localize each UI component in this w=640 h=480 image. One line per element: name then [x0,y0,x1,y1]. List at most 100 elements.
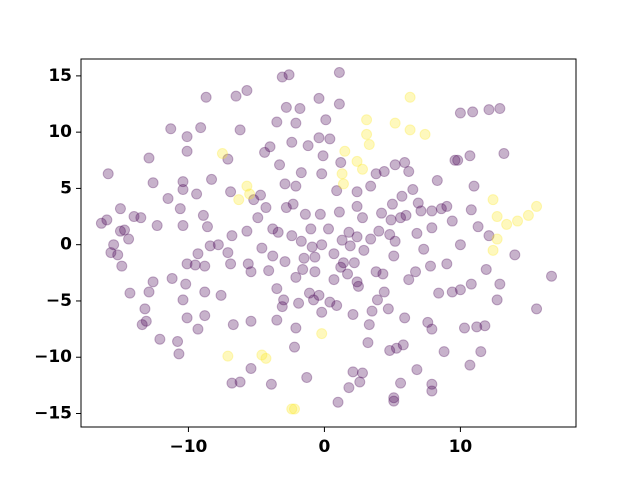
points [95,67,558,415]
point [403,166,415,178]
point [320,114,332,126]
point [140,315,152,327]
point [314,208,326,220]
point [366,305,378,317]
point [475,346,487,358]
point [274,159,286,171]
point [397,339,409,351]
point [289,341,301,353]
point [389,159,401,171]
point [351,155,363,167]
point [286,403,298,415]
point [431,175,443,187]
point [464,150,476,162]
point [388,250,400,262]
point [305,223,317,235]
point [234,124,246,136]
point [135,212,147,224]
point [373,225,385,237]
point [279,256,291,268]
point [410,266,422,278]
point [290,117,302,129]
point [267,223,279,235]
point [308,294,320,306]
point [216,148,228,160]
point [192,248,204,260]
point [388,395,400,407]
point [344,240,356,252]
point [189,259,201,271]
point [256,349,268,361]
point [418,243,430,255]
point [365,180,377,192]
point [356,212,368,224]
point [260,202,272,214]
point [491,211,503,223]
point [302,140,314,152]
point [356,163,368,175]
point [181,145,193,157]
point [255,189,267,201]
point [222,153,234,165]
point [426,385,438,397]
point [531,200,543,212]
point [323,223,334,235]
point [382,303,394,315]
point [112,249,124,261]
point [378,286,390,298]
point [354,376,366,388]
point [332,396,344,408]
point [522,209,534,221]
plot-frame [80,58,577,428]
point [333,98,345,110]
y-tick-label: −15 [34,403,72,423]
point [546,270,558,282]
point [301,371,313,383]
point [361,114,373,126]
point [385,214,397,226]
point [371,294,383,306]
point [384,229,396,241]
point [286,230,298,242]
point [347,308,359,320]
point [276,71,288,83]
point [335,157,347,169]
point [419,128,431,140]
point [108,239,120,251]
point [370,266,382,278]
point [337,257,349,269]
point [241,85,253,97]
point [271,116,283,128]
point [472,221,484,233]
x-tick-label: −10 [169,437,207,457]
point [465,278,477,290]
point [388,392,400,404]
point [480,263,492,275]
point [362,337,374,349]
point [424,260,436,272]
point [271,283,283,295]
point [468,180,480,192]
point [177,176,189,188]
point [136,319,148,331]
point [441,258,453,270]
point [226,230,238,242]
point [242,258,254,270]
point [411,364,423,376]
point [399,157,411,169]
point [181,258,193,270]
point [124,287,136,299]
point [487,194,499,206]
y-tick-label: 15 [48,66,72,86]
point [494,278,506,290]
point [143,286,155,298]
point [370,168,382,180]
point [433,287,445,299]
point [303,287,315,299]
point [313,92,325,104]
point [114,203,126,215]
point [348,257,360,269]
point [376,207,388,219]
point [386,198,398,210]
